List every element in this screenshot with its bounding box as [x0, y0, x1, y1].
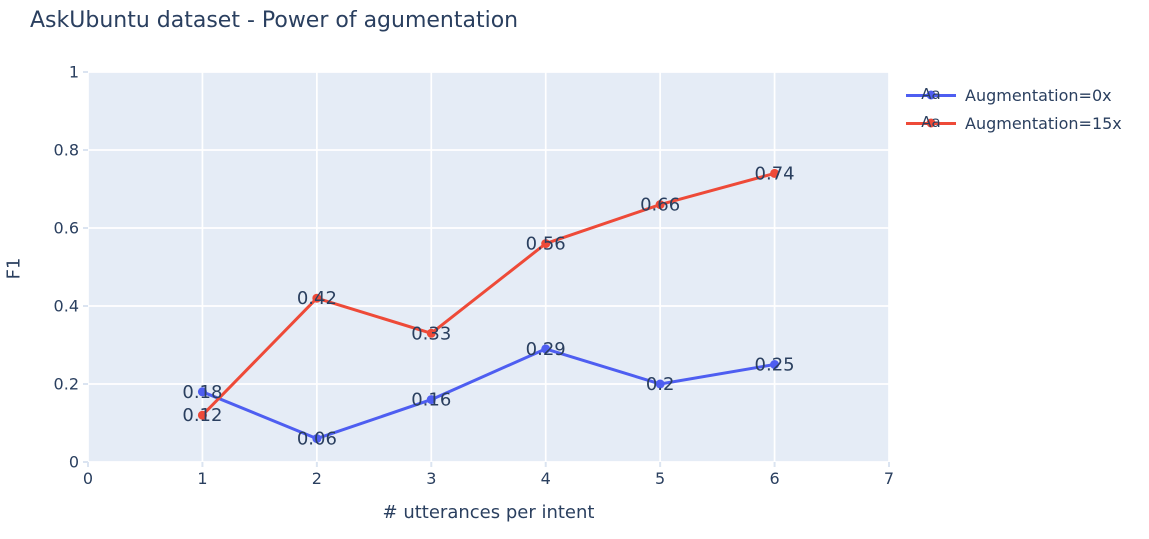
data-point[interactable]	[541, 239, 551, 249]
data-point[interactable]	[426, 328, 436, 338]
legend-marker-dot	[926, 118, 936, 128]
x-axis-title: # utterances per intent	[382, 502, 595, 523]
data-point[interactable]	[312, 434, 322, 444]
data-point-label: 0.29	[526, 339, 566, 360]
legend-text-sample: Aa	[921, 85, 941, 104]
y-tick-label: 0.6	[54, 219, 79, 238]
x-tick-label: 4	[541, 469, 551, 488]
data-point[interactable]	[770, 168, 780, 178]
data-point[interactable]	[312, 293, 322, 303]
series-line-Augmentation=15x[interactable]	[201, 171, 775, 417]
legend-text-sample: Aa	[921, 113, 941, 132]
chart-title: AskUbuntu dataset - Power of agumentatio…	[30, 8, 519, 33]
legend: Aa Augmentation=0x Aa Augmentation=15x	[906, 81, 1122, 137]
data-point-label: 0.16	[411, 390, 451, 411]
legend-marker-dot	[926, 90, 936, 100]
y-tick-label: 0	[69, 453, 79, 472]
legend-label: Augmentation=0x	[965, 85, 1112, 105]
data-point[interactable]	[197, 410, 207, 420]
x-tick-label: 6	[769, 469, 779, 488]
x-tick-label: 0	[83, 469, 93, 488]
data-point-label: 0.18	[182, 382, 222, 403]
data-point[interactable]	[770, 360, 780, 369]
legend-line-swatch: Aa	[906, 115, 956, 130]
x-tick-label: 7	[884, 469, 894, 488]
data-point[interactable]	[426, 395, 436, 405]
data-point[interactable]	[197, 387, 207, 397]
plot-area[interactable]	[88, 72, 889, 462]
x-tick-label: 2	[312, 469, 322, 488]
x-tick-label: 3	[426, 469, 436, 488]
data-point-label: 0.12	[182, 405, 222, 426]
series-line-Augmentation=0x[interactable]	[201, 347, 775, 441]
x-tick-label: 1	[197, 469, 207, 488]
data-point-label: 0.2	[646, 374, 675, 395]
y-tick-label: 0.8	[54, 141, 79, 160]
data-point[interactable]	[655, 379, 665, 389]
data-point-label: 0.25	[755, 355, 795, 376]
data-point-label: 0.56	[526, 234, 566, 255]
data-point-label: 0.33	[411, 323, 451, 344]
data-point-label: 0.42	[297, 288, 337, 309]
legend-label: Augmentation=15x	[965, 113, 1122, 133]
data-point[interactable]	[541, 344, 551, 354]
y-tick-label: 1	[69, 63, 79, 82]
x-tick-label: 5	[655, 469, 665, 488]
legend-item-Augmentation=0x[interactable]: Aa Augmentation=0x	[906, 81, 1122, 109]
legend-line-swatch: Aa	[906, 87, 956, 102]
data-point-label: 0.74	[755, 163, 795, 184]
y-tick-label: 0.4	[54, 297, 79, 316]
data-point-label: 0.06	[297, 429, 337, 450]
y-tick-label: 0.2	[54, 375, 79, 394]
data-point-label: 0.66	[640, 195, 680, 216]
data-point[interactable]	[655, 200, 665, 210]
legend-item-Augmentation=15x[interactable]: Aa Augmentation=15x	[906, 109, 1122, 137]
